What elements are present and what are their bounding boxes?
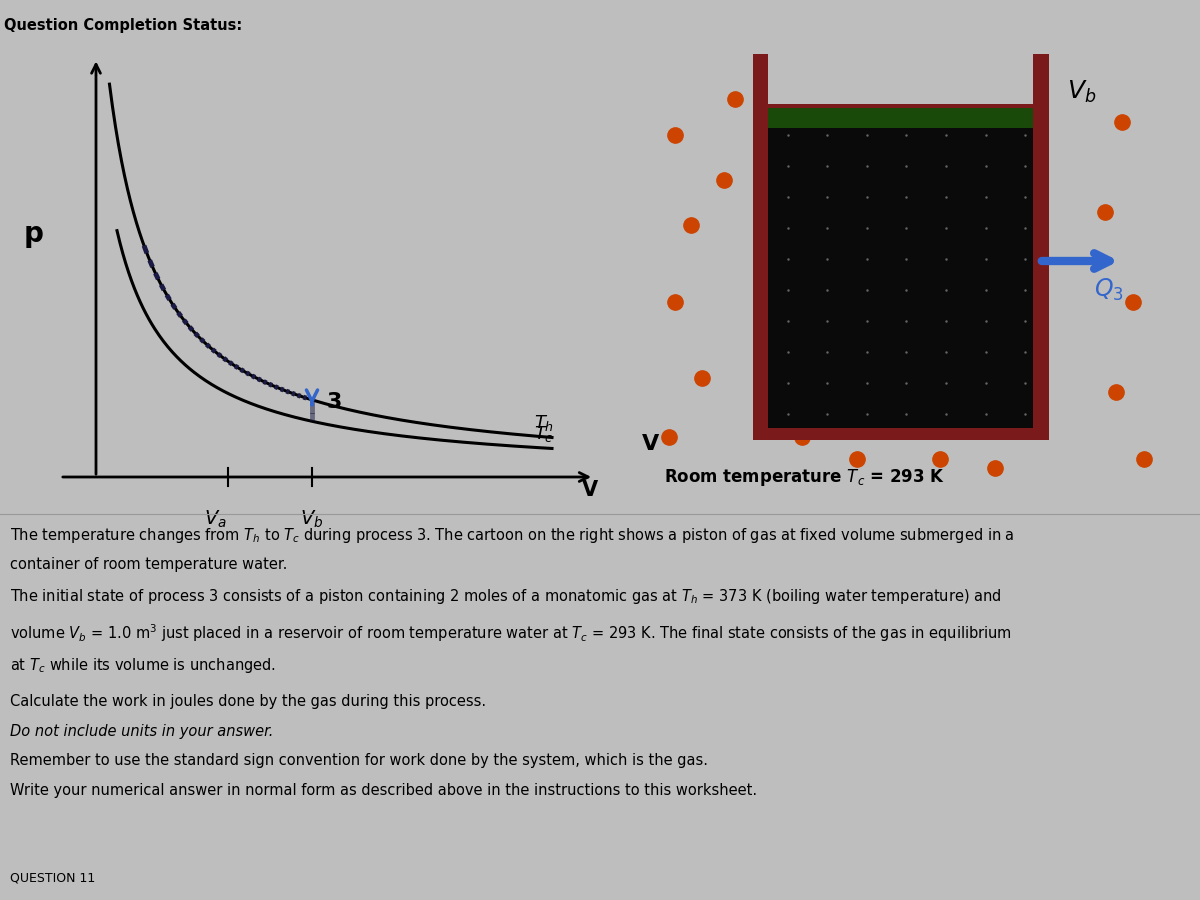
- Text: QUESTION 11: QUESTION 11: [10, 871, 95, 884]
- Text: 3: 3: [326, 392, 342, 412]
- Text: $V_b$: $V_b$: [300, 508, 323, 530]
- Bar: [754, 104, 1049, 440]
- Bar: [1033, 32, 1049, 108]
- Text: The initial state of process 3 consists of a piston containing 2 moles of a mona: The initial state of process 3 consists …: [10, 587, 1001, 607]
- Text: Room temperature $T_c$ = 293 K: Room temperature $T_c$ = 293 K: [664, 466, 944, 488]
- Text: Remember to use the standard sign convention for work done by the system, which : Remember to use the standard sign conven…: [10, 753, 708, 769]
- Text: Do not include units in your answer.: Do not include units in your answer.: [10, 724, 272, 739]
- Text: $V_a$: $V_a$: [204, 508, 227, 530]
- Text: $T_h$: $T_h$: [534, 413, 554, 433]
- Text: volume $V_b$ = 1.0 m$^3$ just placed in a reservoir of room temperature water at: volume $V_b$ = 1.0 m$^3$ just placed in …: [10, 623, 1012, 644]
- Bar: [754, 32, 768, 108]
- Bar: [768, 108, 1033, 128]
- Text: Calculate the work in joules done by the gas during this process.: Calculate the work in joules done by the…: [10, 694, 486, 709]
- Text: $Q_3$: $Q_3$: [1094, 277, 1124, 303]
- Text: Question Completion Status:: Question Completion Status:: [4, 18, 242, 32]
- Text: at $T_c$ while its volume is unchanged.: at $T_c$ while its volume is unchanged.: [10, 656, 276, 676]
- Text: p: p: [24, 220, 44, 248]
- Text: V: V: [582, 480, 598, 500]
- Text: V: V: [642, 434, 659, 454]
- Text: container of room temperature water.: container of room temperature water.: [10, 557, 287, 572]
- Text: The temperature changes from $T_h$ to $T_c$ during process 3. The cartoon on the: The temperature changes from $T_h$ to $T…: [10, 526, 1014, 544]
- Text: Write your numerical answer in normal form as described above in the instruction: Write your numerical answer in normal fo…: [10, 783, 757, 798]
- Bar: [768, 126, 1033, 427]
- Text: $T_c$: $T_c$: [534, 425, 553, 445]
- Text: $V_b$: $V_b$: [1067, 79, 1096, 105]
